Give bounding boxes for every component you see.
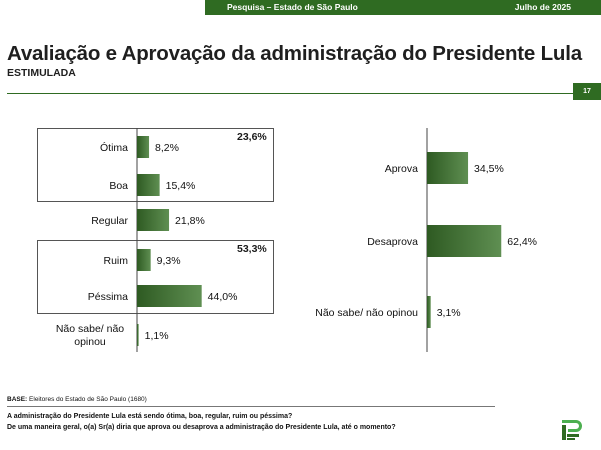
approval-bar <box>427 296 431 328</box>
evaluation-value-label: 8,2% <box>155 142 179 154</box>
base-label: BASE: <box>7 396 28 403</box>
evaluation-bar <box>137 249 151 271</box>
title-divider <box>7 84 573 94</box>
company-logo <box>562 420 582 440</box>
base-text: Eleitores do Estado de São Paulo (1680) <box>27 396 147 403</box>
approval-value-label: 62,4% <box>507 236 537 248</box>
evaluation-category-label: Boa <box>109 180 128 192</box>
positive-group-box <box>37 128 274 202</box>
evaluation-category-label: opinou <box>74 336 106 348</box>
approval-value-label: 34,5% <box>474 163 504 175</box>
footer-divider <box>7 406 495 407</box>
evaluation-category-label: Ótima <box>100 141 128 154</box>
survey-date: Julho de 2025 <box>514 2 571 12</box>
negative-group-box <box>37 240 274 314</box>
approval-category-label: Aprova <box>385 163 418 175</box>
question-approval: De uma maneira geral, o(a) Sr(a) diria q… <box>7 424 396 431</box>
evaluation-bar <box>137 174 160 196</box>
survey-name: Pesquisa – Estado de São Paulo <box>227 2 358 12</box>
page-title: Avaliação e Aprovação da administração d… <box>7 42 582 65</box>
positive-group-total: 23,6% <box>237 131 267 143</box>
evaluation-value-label: 15,4% <box>166 180 196 192</box>
approval-category-label: Não sabe/ não opinou <box>315 307 418 319</box>
header-bar: Pesquisa – Estado de São Paulo Julho de … <box>205 0 601 15</box>
evaluation-category-label: Péssima <box>88 291 128 303</box>
evaluation-category-label: Não sabe/ não <box>56 323 124 335</box>
evaluation-value-label: 9,3% <box>157 255 181 267</box>
approval-bar <box>427 225 502 257</box>
approval-bar <box>427 152 469 184</box>
page-number: 17 <box>573 83 601 100</box>
evaluation-category-label: Ruim <box>103 255 128 267</box>
evaluation-value-label: 21,8% <box>175 215 205 227</box>
base-note: BASE: Eleitores do Estado de São Paulo (… <box>7 396 147 403</box>
page-subtitle: ESTIMULADA <box>7 67 76 79</box>
evaluation-bar <box>137 209 170 231</box>
question-evaluation: A administração do Presidente Lula está … <box>7 413 293 420</box>
evaluation-value-label: 1,1% <box>145 330 169 342</box>
evaluation-bar <box>137 285 202 307</box>
evaluation-bar <box>137 324 139 346</box>
negative-group-total: 53,3% <box>237 243 267 255</box>
charts-canvas: Ótima 8,2% Boa 15,4% Regular 21,8% Ruim 9,3% Pés… <box>56 128 537 352</box>
evaluation-bar <box>137 136 150 158</box>
approval-category-label: Desaprova <box>367 236 418 248</box>
approval-value-label: 3,1% <box>437 307 461 319</box>
evaluation-category-label: Regular <box>91 215 128 227</box>
evaluation-value-label: 44,0% <box>208 291 238 303</box>
